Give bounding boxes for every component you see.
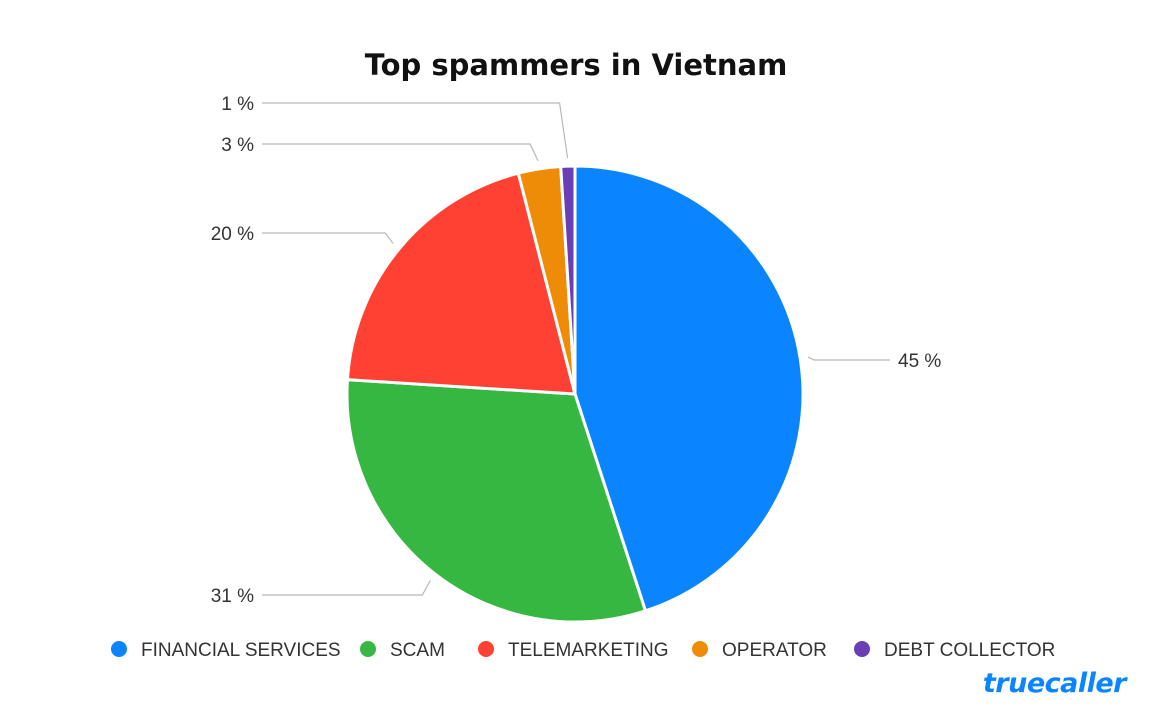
legend-label-operator: OPERATOR <box>722 640 827 661</box>
legend-swatch-debt-collector <box>854 641 870 657</box>
leader-line-debt-collector <box>262 102 569 159</box>
pie-slice-financial-services <box>573 164 805 613</box>
leader-line-scam <box>262 580 431 596</box>
pie-slice-debt-collector <box>559 164 577 396</box>
data-label-debt-collector: 1 % <box>221 94 254 115</box>
leader-line-financial-services <box>807 356 890 361</box>
legend-label-telemarketing: TELEMARKETING <box>508 640 668 661</box>
pie-slice-scam <box>345 378 647 624</box>
legend-swatch-financial-services <box>111 641 127 657</box>
slice-callouts: 45 % 31 % 20 % 3 % 1 % <box>211 94 942 607</box>
data-label-telemarketing: 20 % <box>211 224 254 245</box>
chart-title: Top spammers in Vietnam <box>364 48 788 82</box>
data-label-operator: 3 % <box>221 135 254 156</box>
data-label-financial-services: 45 % <box>898 351 941 372</box>
pie-slices <box>345 164 805 624</box>
leader-line-telemarketing <box>262 232 394 244</box>
truecaller-logo: truecaller <box>982 668 1127 699</box>
leader-line-operator <box>262 143 539 162</box>
legend-swatch-scam <box>360 641 376 657</box>
legend-label-scam: SCAM <box>390 640 445 661</box>
legend-swatch-operator <box>692 641 708 657</box>
legend-label-financial-services: FINANCIAL SERVICES <box>141 640 341 661</box>
legend: FINANCIAL SERVICES SCAM TELEMARKETING OPERA… <box>111 640 1055 661</box>
legend-label-debt-collector: DEBT COLLECTOR <box>884 640 1055 661</box>
pie-slice-telemarketing <box>345 171 577 396</box>
data-label-scam: 31 % <box>211 586 254 607</box>
legend-swatch-telemarketing <box>478 641 494 657</box>
